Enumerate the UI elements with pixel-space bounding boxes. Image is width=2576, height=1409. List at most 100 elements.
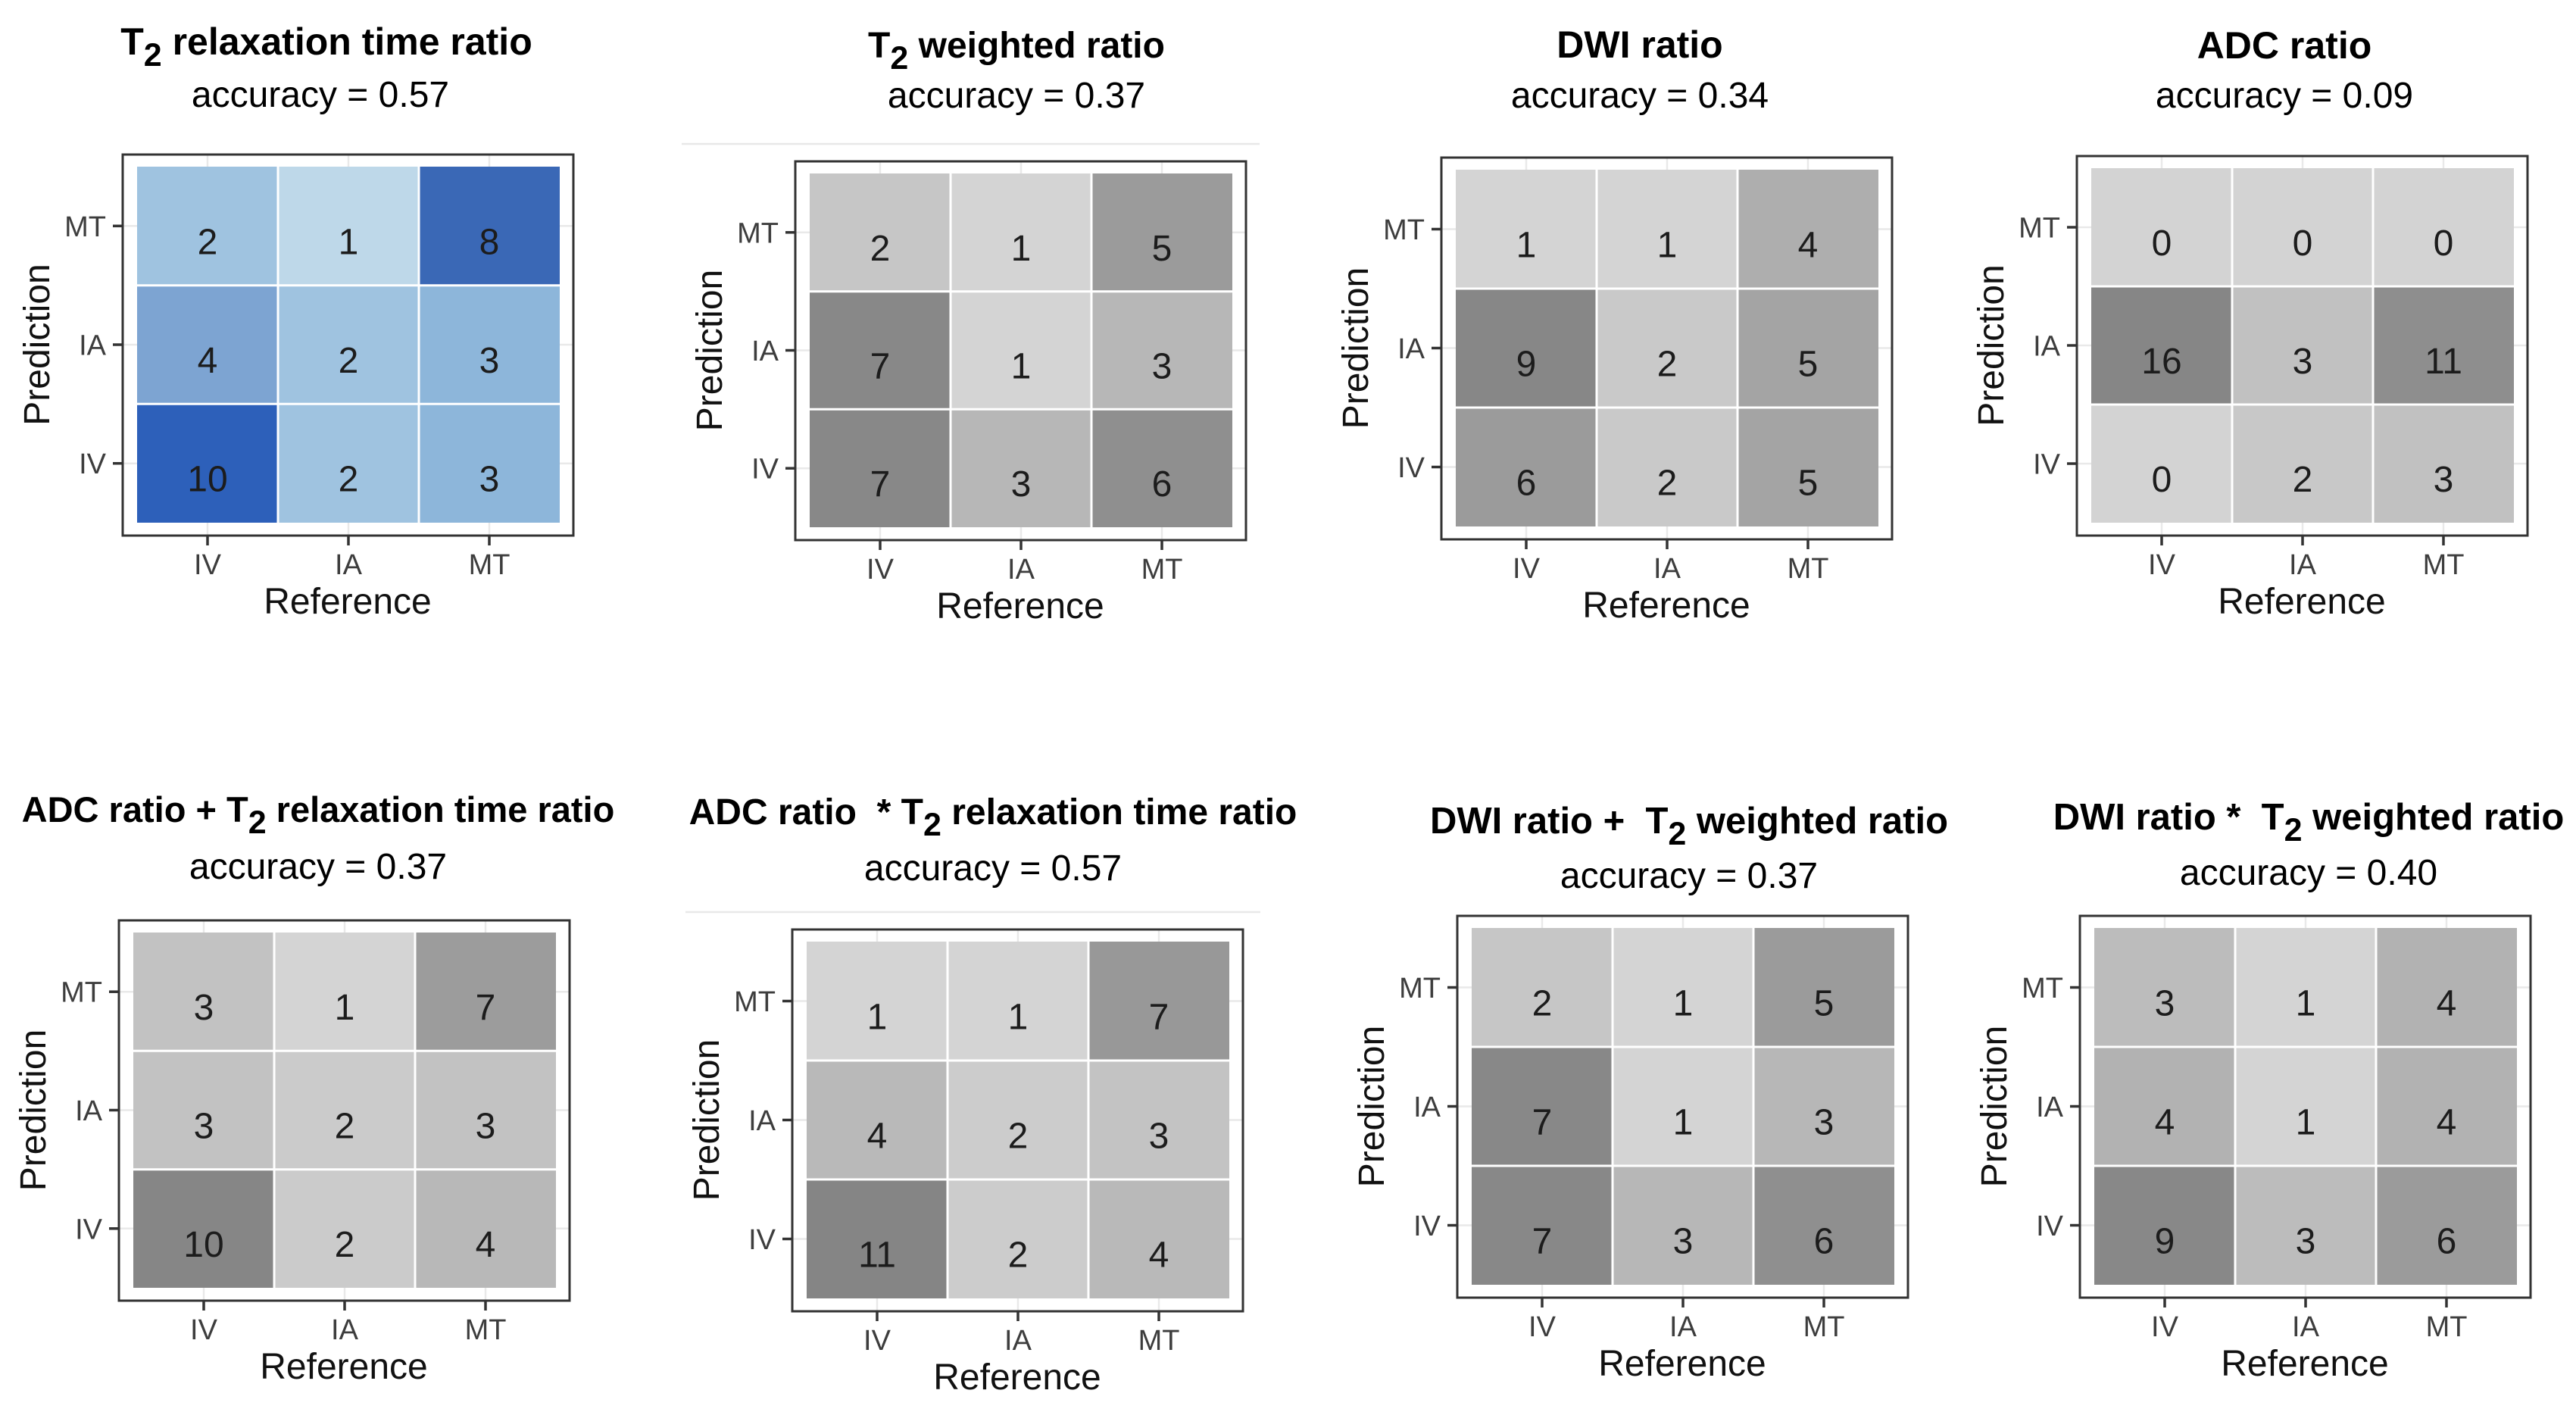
svg-text:3: 3 [194, 1107, 214, 1147]
svg-text:7: 7 [1149, 998, 1169, 1038]
svg-text:IV: IV [190, 1314, 218, 1346]
svg-text:Reference: Reference [264, 582, 431, 622]
svg-text:2: 2 [1657, 464, 1678, 504]
svg-text:Prediction: Prediction [1975, 1026, 2015, 1187]
svg-text:1: 1 [2296, 984, 2316, 1024]
svg-text:MT: MT [64, 211, 106, 243]
svg-text:IA: IA [335, 549, 363, 581]
svg-text:4: 4 [198, 341, 218, 381]
svg-text:1: 1 [867, 998, 888, 1038]
svg-text:IA: IA [748, 1105, 776, 1137]
svg-text:MT: MT [1383, 214, 1425, 246]
svg-text:6: 6 [1152, 464, 1172, 505]
svg-text:7: 7 [870, 347, 891, 387]
svg-text:10: 10 [183, 1225, 223, 1265]
svg-text:MT: MT [1399, 973, 1441, 1004]
svg-text:1: 1 [339, 222, 359, 262]
svg-text:IV: IV [751, 454, 779, 486]
svg-text:IV: IV [194, 549, 222, 581]
svg-text:5: 5 [1798, 345, 1819, 385]
svg-text:2: 2 [198, 222, 218, 262]
svg-text:IV: IV [866, 554, 895, 586]
svg-text:3: 3 [479, 460, 500, 500]
svg-text:3: 3 [1149, 1117, 1169, 1157]
svg-text:IV: IV [863, 1325, 891, 1357]
svg-text:IV: IV [75, 1214, 103, 1245]
svg-text:accuracy = 0.34: accuracy = 0.34 [1511, 76, 1769, 116]
svg-text:1: 1 [1673, 984, 1694, 1024]
svg-text:6: 6 [1814, 1222, 1834, 1262]
svg-text:3: 3 [2434, 460, 2454, 500]
svg-text:0: 0 [2434, 223, 2454, 264]
svg-text:Prediction: Prediction [690, 270, 730, 431]
svg-text:16: 16 [2141, 342, 2181, 382]
svg-text:5: 5 [1152, 229, 1172, 269]
svg-text:IA: IA [2033, 331, 2061, 363]
svg-text:1: 1 [1011, 347, 1032, 387]
svg-text:IV: IV [748, 1224, 776, 1256]
svg-text:IA: IA [79, 330, 107, 362]
svg-text:IV: IV [1528, 1311, 1557, 1343]
svg-text:9: 9 [1516, 345, 1537, 385]
svg-text:3: 3 [479, 341, 500, 381]
svg-text:IA: IA [2292, 1311, 2320, 1343]
svg-text:5: 5 [1814, 984, 1834, 1024]
svg-text:4: 4 [1798, 226, 1819, 266]
svg-text:accuracy = 0.37: accuracy = 0.37 [1560, 856, 1818, 896]
svg-text:5: 5 [1798, 464, 1819, 504]
svg-text:2: 2 [1532, 984, 1553, 1024]
svg-text:IA: IA [1669, 1311, 1697, 1343]
svg-text:MT: MT [61, 977, 102, 1009]
svg-text:0: 0 [2293, 223, 2313, 264]
svg-text:4: 4 [2437, 984, 2457, 1024]
svg-text:IV: IV [2036, 1211, 2064, 1242]
svg-text:accuracy = 0.57: accuracy = 0.57 [192, 75, 449, 115]
svg-text:accuracy = 0.37: accuracy = 0.37 [189, 847, 447, 887]
svg-text:1: 1 [1516, 226, 1537, 266]
svg-text:MT: MT [1138, 1325, 1180, 1357]
svg-text:1: 1 [1673, 1103, 1694, 1143]
svg-text:MT: MT [734, 986, 776, 1018]
svg-text:ADC ratio: ADC ratio [2197, 24, 2372, 67]
svg-text:1: 1 [335, 988, 355, 1028]
svg-text:11: 11 [858, 1236, 896, 1276]
svg-text:MT: MT [2426, 1311, 2468, 1343]
svg-text:accuracy = 0.40: accuracy = 0.40 [2180, 853, 2437, 893]
svg-text:2: 2 [870, 229, 891, 269]
svg-text:10: 10 [187, 460, 227, 500]
svg-text:2: 2 [339, 460, 359, 500]
svg-text:Prediction: Prediction [1972, 264, 2012, 426]
svg-text:6: 6 [1516, 464, 1537, 504]
svg-text:9: 9 [2155, 1222, 2175, 1262]
svg-text:MT: MT [465, 1314, 507, 1346]
svg-text:3: 3 [1814, 1103, 1834, 1143]
svg-text:11: 11 [2425, 342, 2462, 382]
svg-text:Prediction: Prediction [17, 264, 58, 425]
svg-text:7: 7 [1532, 1103, 1553, 1143]
svg-text:2: 2 [1657, 345, 1678, 385]
svg-text:Reference: Reference [260, 1347, 427, 1387]
svg-text:2: 2 [339, 341, 359, 381]
svg-text:1: 1 [2296, 1103, 2316, 1143]
svg-text:2: 2 [1008, 1236, 1029, 1276]
svg-text:IV: IV [1413, 1211, 1441, 1242]
svg-text:IA: IA [1007, 554, 1035, 586]
svg-text:IA: IA [75, 1095, 103, 1127]
svg-text:7: 7 [1532, 1222, 1553, 1262]
svg-text:2: 2 [335, 1225, 355, 1265]
svg-text:IA: IA [1397, 333, 1425, 365]
svg-text:3: 3 [1011, 464, 1032, 505]
svg-text:IV: IV [2148, 549, 2176, 581]
svg-text:Reference: Reference [933, 1357, 1101, 1398]
svg-text:3: 3 [2296, 1222, 2316, 1262]
svg-text:MT: MT [737, 217, 779, 249]
svg-text:IA: IA [331, 1314, 359, 1346]
svg-text:IA: IA [2289, 549, 2317, 581]
svg-text:accuracy = 0.37: accuracy = 0.37 [888, 76, 1145, 116]
svg-text:1: 1 [1008, 998, 1029, 1038]
svg-text:IV: IV [1397, 452, 1425, 484]
svg-text:3: 3 [1673, 1222, 1694, 1262]
svg-text:4: 4 [867, 1117, 888, 1157]
svg-text:1: 1 [1011, 229, 1032, 269]
svg-text:6: 6 [2437, 1222, 2457, 1262]
